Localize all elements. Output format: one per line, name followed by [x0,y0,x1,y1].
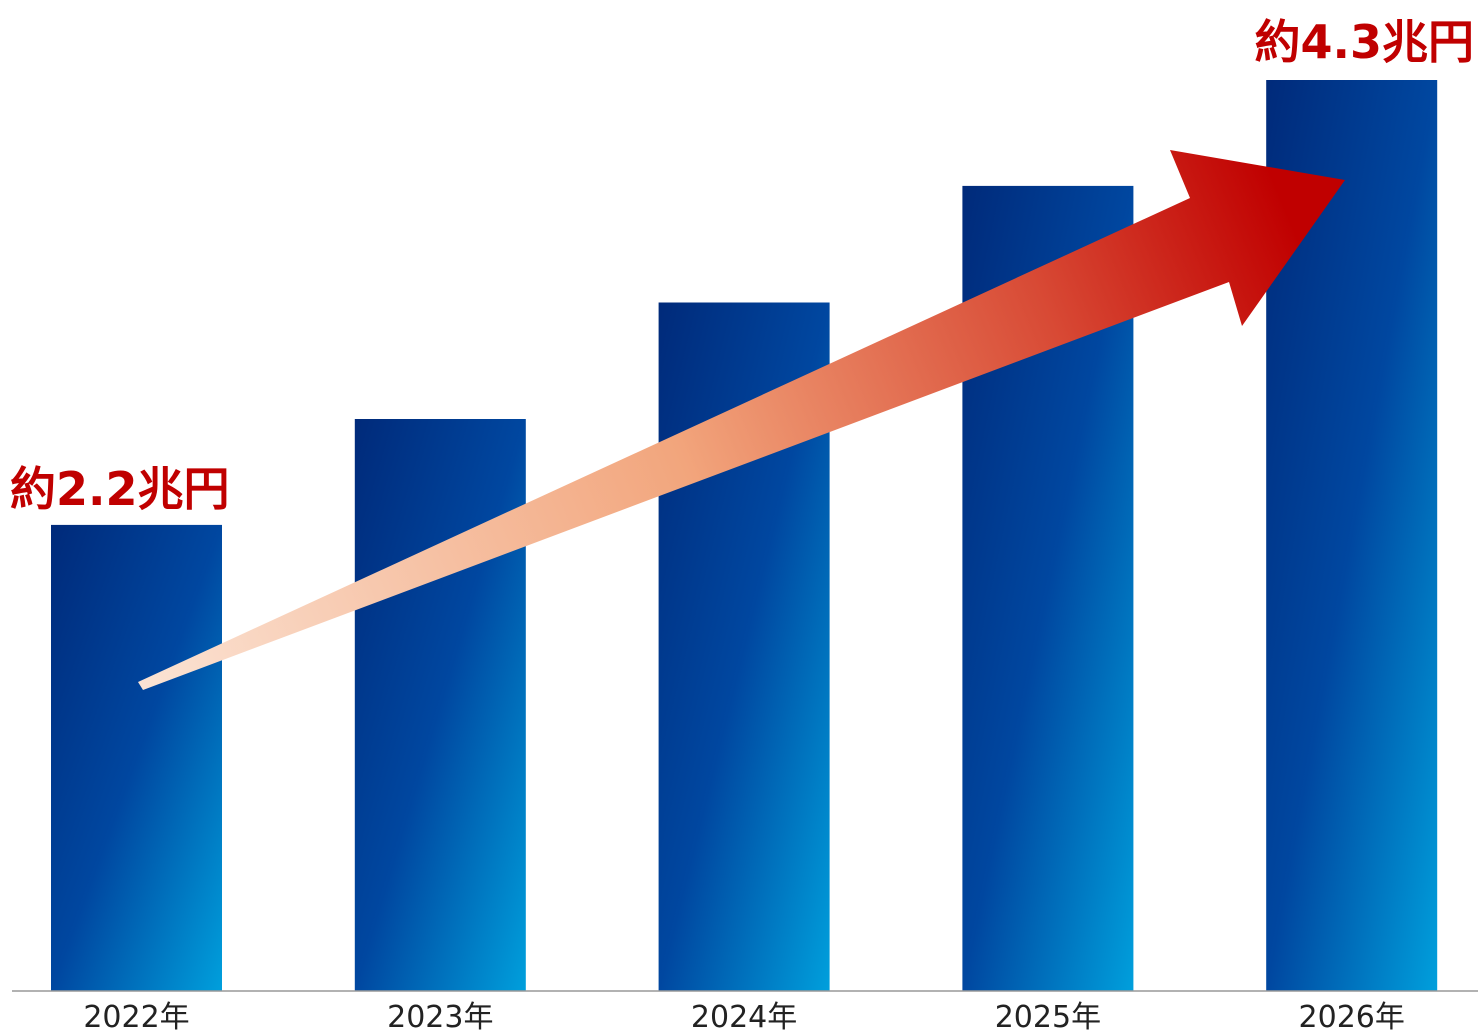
value-callout: 約2.2兆円 [10,462,230,516]
value-callout: 約4.3兆円 [1255,15,1475,69]
x-tick-label: 2026年 [1299,1000,1405,1031]
bar-1 [354,419,526,991]
x-tick-label: 2024年 [691,1000,797,1031]
x-tick-label: 2025年 [995,1000,1101,1031]
annotations: 約2.2兆円 約4.3兆円 [10,15,1474,516]
x-tick-label: 2023年 [387,1000,493,1031]
x-axis-ticks: 2022年 2023年 2024年 2025年 2026年 [83,1000,1405,1031]
trend-arrow [138,150,1345,690]
bar-0 [51,524,222,991]
x-tick-label: 2022年 [83,1000,189,1031]
